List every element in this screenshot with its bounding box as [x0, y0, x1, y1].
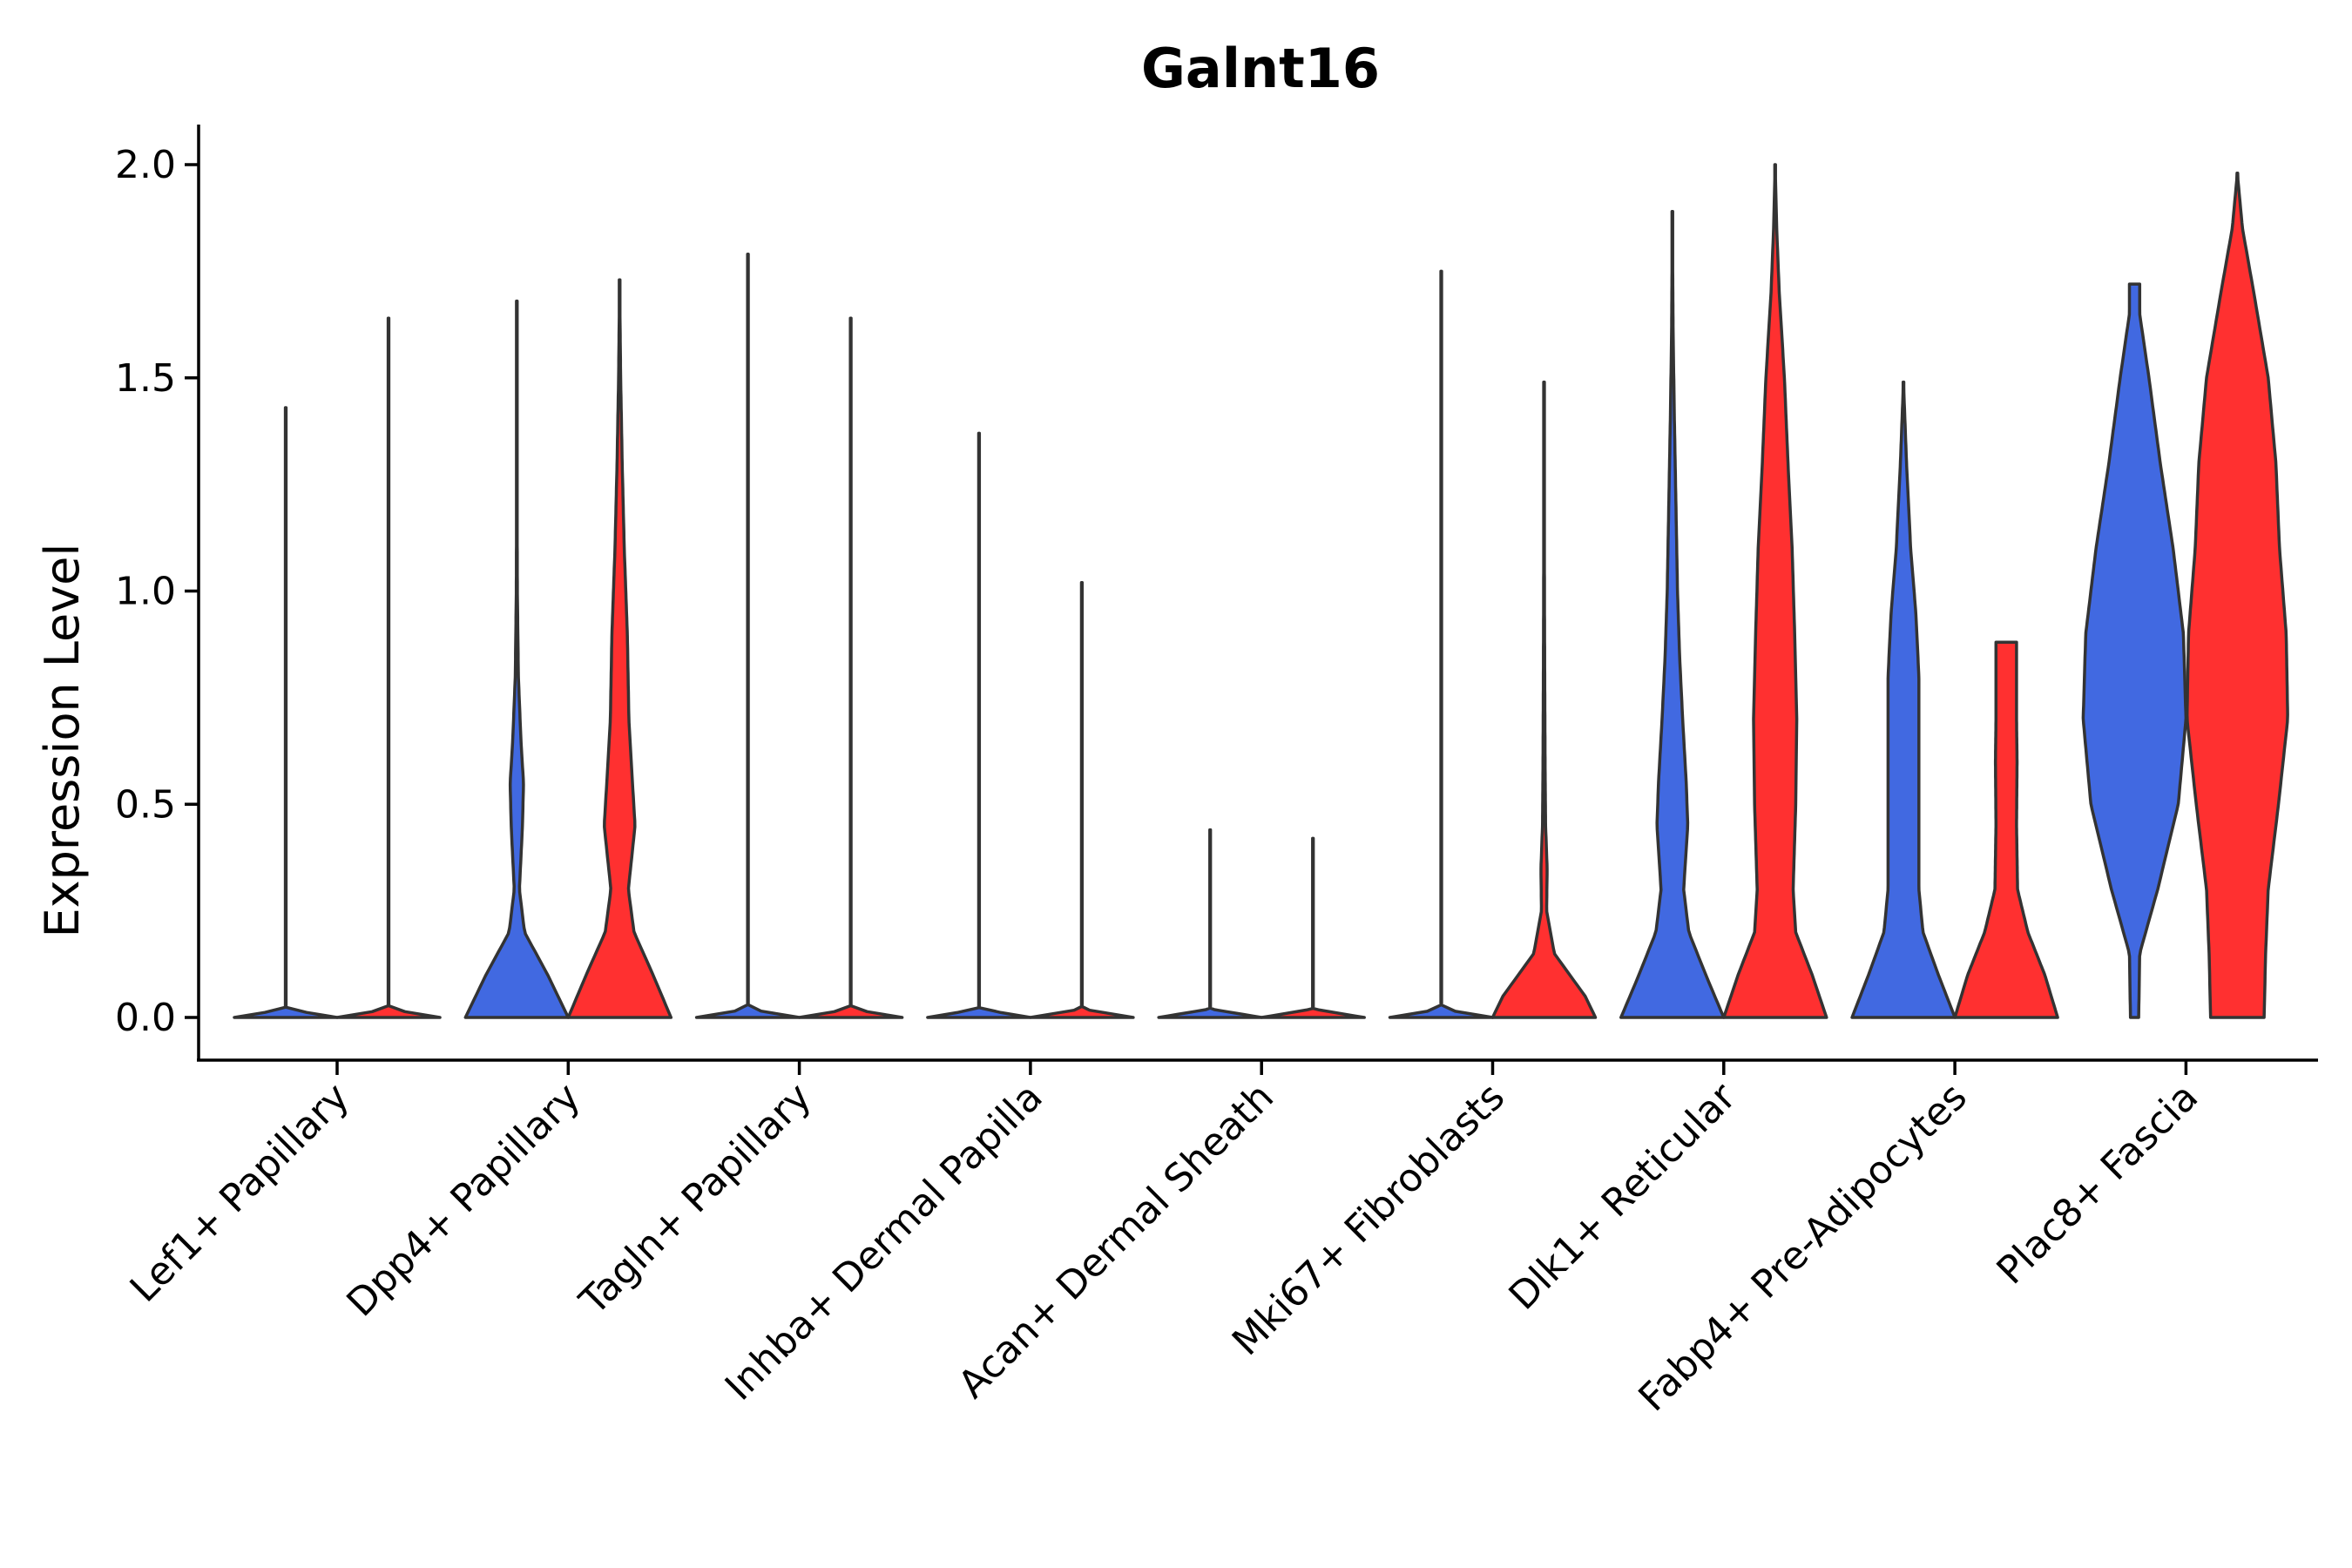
violin-group-blue-7	[1619, 210, 1726, 1019]
x-tick-label: Plac8+ Fascia	[1989, 1075, 2207, 1294]
x-tick-label: Tagln+ Papillary	[571, 1075, 820, 1324]
violin-group-red-8	[1953, 640, 2059, 1019]
y-tick-label: 1.0	[115, 570, 176, 614]
y-tick-label: 2.0	[115, 143, 176, 187]
y-ticks: 0.0 0.5 1.0 1.5 2.0	[115, 143, 199, 1040]
violin-group-red-4	[1029, 580, 1135, 1019]
y-tick-label: 0.5	[115, 782, 176, 827]
violin-group-blue-6	[1388, 269, 1495, 1019]
violin-group-red-9	[2185, 172, 2289, 1019]
y-axis-label: Expression Level	[35, 544, 90, 938]
violin-group-blue-3	[694, 253, 801, 1019]
violin-group-blue-5	[1157, 828, 1263, 1019]
chart-title: Galnt16	[1141, 37, 1380, 100]
violin-group-red-3	[797, 316, 904, 1019]
violin-group-red-6	[1490, 380, 1598, 1019]
violin-group-red-5	[1260, 836, 1366, 1019]
violin-group-blue-4	[926, 431, 1032, 1019]
violin-group-blue-8	[1850, 380, 1957, 1019]
axes	[197, 125, 2318, 1062]
x-tick-label: Lef1+ Papillary	[122, 1075, 358, 1311]
violin-group-red-1	[335, 316, 442, 1019]
violin-group-blue-1	[233, 406, 339, 1019]
x-tick-label: Dlk1+ Reticular	[1501, 1074, 1746, 1319]
y-tick-label: 0.0	[115, 996, 176, 1040]
y-tick-label: 1.5	[115, 356, 176, 401]
violin-group-blue-9	[2081, 282, 2188, 1019]
violin-group-blue-2	[463, 299, 571, 1019]
violin-group	[233, 163, 2289, 1019]
violin-group-red-2	[566, 278, 673, 1019]
x-tick-label: Dpp4+ Papillary	[338, 1075, 589, 1326]
violin-group-red-7	[1722, 163, 1828, 1019]
